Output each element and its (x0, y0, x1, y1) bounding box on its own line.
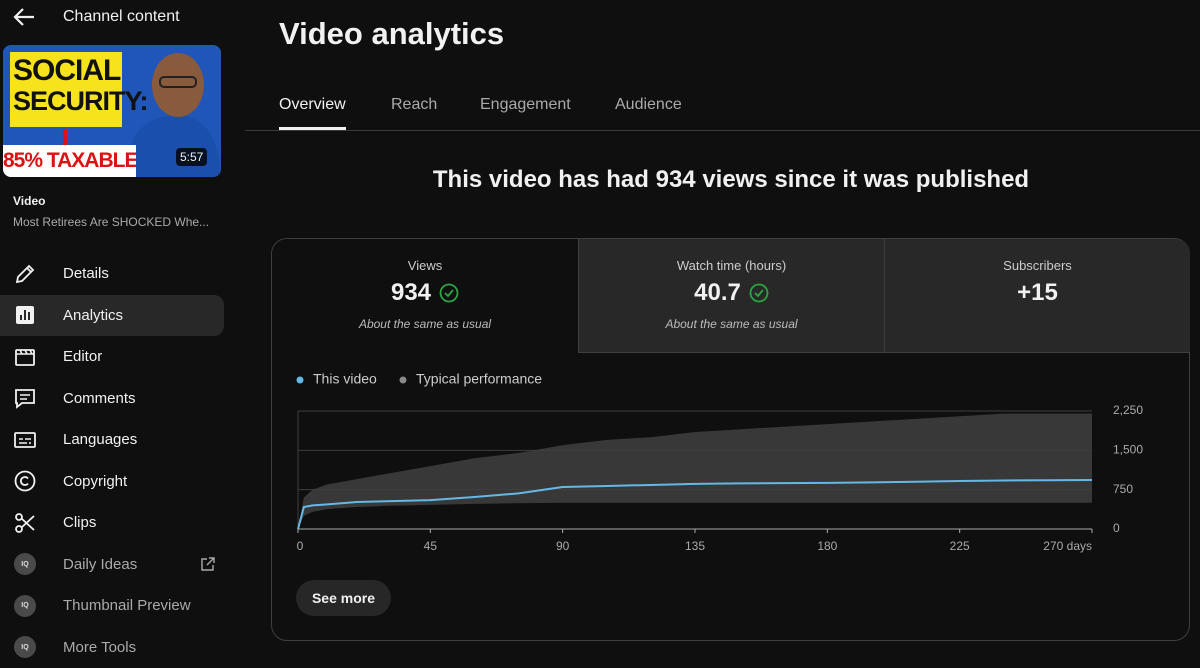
legend-label: Typical performance (416, 371, 542, 387)
nav-label: Copyright (63, 472, 128, 490)
nav-label: Comments (63, 389, 136, 407)
metric-cell[interactable]: Subscribers +15 (884, 239, 1190, 353)
metric-note: About the same as usual (665, 317, 798, 331)
x-tick-label: 0 (297, 539, 304, 553)
nav-item[interactable]: Details (0, 253, 224, 294)
icon (15, 512, 35, 533)
icon (15, 264, 35, 283)
metric-cell[interactable]: Watch time (hours) 40.7 About the same as … (578, 239, 884, 353)
metric-row: 934 (272, 279, 578, 307)
y-tick-label: 1,500 (1113, 443, 1143, 457)
tab[interactable]: Reach (391, 96, 438, 113)
status-icon (749, 283, 769, 303)
headline-line: SOCIAL (13, 54, 121, 87)
nav-label: Details (63, 265, 109, 282)
nav-icon (13, 511, 37, 535)
metric-value: 934 (390, 279, 432, 306)
metric-cell[interactable]: Views 934 About the same as usual (272, 239, 578, 352)
icon (14, 470, 36, 492)
nav-icon (13, 262, 37, 286)
chart: This video Typical performance 0 750 1,500 2,… (296, 371, 1143, 553)
icon (16, 306, 34, 324)
nav-badge: IQ (14, 636, 36, 658)
legend-swatch (399, 376, 407, 384)
nav-label: Daily Ideas (63, 555, 138, 573)
nav-icon (13, 428, 37, 452)
x-tick-label: 90 (556, 539, 570, 553)
metric-row: 40.7 (579, 279, 884, 307)
status-icon (439, 283, 459, 303)
headline: This video has had 934 views since it wa… (432, 166, 1030, 193)
nav-icon (13, 386, 37, 410)
series-line (297, 479, 1093, 530)
video-title: Most Retirees Are SHOCKED Whe... (13, 215, 210, 229)
metric-row: +15 (885, 279, 1190, 307)
see-more-button[interactable]: See more (296, 580, 391, 616)
back-arrow[interactable] (12, 6, 36, 28)
icon (15, 389, 35, 409)
x-tick-label: 180 (817, 539, 837, 553)
thumbnail[interactable]: SOCIAL SECURITY: 85% TAXABLE?! 5:57 (3, 45, 221, 177)
nav-item[interactable]: Languages (0, 419, 224, 460)
thumbnail-headline: SOCIAL SECURITY: (13, 54, 149, 117)
nav-badge: IQ (14, 594, 36, 617)
legend-swatch (296, 376, 304, 384)
nav-label: Editor (63, 348, 103, 365)
metric-label: Subscribers (1003, 258, 1072, 273)
video-label: Video (13, 194, 46, 208)
nav-icon (13, 303, 37, 327)
metric-label: Views (407, 258, 443, 273)
nav-badge: IQ (14, 553, 36, 575)
nav-item[interactable]: Copyright (0, 461, 224, 502)
metric-value: +15 (1017, 279, 1058, 306)
nav-label: Thumbnail Preview (63, 597, 191, 614)
nav-label: Languages (63, 431, 138, 448)
thumbnail-banner: 85% TAXABLE?! (3, 145, 136, 177)
nav-icon (13, 469, 37, 493)
icon (201, 557, 215, 571)
headline-line: SECURITY: (13, 86, 149, 116)
y-tick-label: 0 (1113, 521, 1120, 535)
icon (15, 348, 35, 366)
page-title: Video analytics (279, 16, 505, 51)
divider (245, 130, 1200, 131)
nav-item[interactable]: Comments (0, 378, 224, 419)
nav-icon (13, 345, 37, 369)
metric-label: Watch time (hours) (676, 258, 787, 273)
external-icon (200, 556, 216, 572)
x-tick-label: 225 (950, 539, 970, 553)
metric-value: 40.7 (694, 279, 741, 306)
typical-band (298, 413, 1092, 529)
nav-item[interactable]: IQ Thumbnail Preview (0, 585, 224, 626)
back-label[interactable]: Channel content (63, 8, 180, 25)
nav-label: Analytics (63, 306, 124, 324)
nav-label: Clips (63, 514, 97, 531)
check (749, 283, 769, 303)
nav-label: More Tools (63, 638, 137, 656)
tab[interactable]: Audience (615, 96, 682, 113)
analytics-card (271, 238, 1190, 641)
nav-item[interactable]: Analytics (0, 294, 224, 336)
x-tick-label: 270 days (1043, 539, 1092, 553)
metric-note: About the same as usual (358, 317, 492, 331)
duration: 5:57 (176, 148, 208, 166)
nav-item[interactable]: IQ More Tools (0, 627, 224, 668)
legend-label: This video (313, 371, 377, 387)
y-tick-label: 750 (1113, 482, 1133, 496)
tab[interactable]: Engagement (480, 96, 571, 113)
icon (14, 431, 36, 448)
x-tick-label: 135 (685, 539, 705, 553)
nav-item[interactable]: IQ Daily Ideas (0, 544, 224, 585)
nav-item[interactable]: Editor (0, 336, 224, 377)
y-tick-label: 2,250 (1113, 403, 1143, 417)
tab[interactable]: Overview (279, 96, 346, 113)
nav-item[interactable]: Clips (0, 502, 224, 543)
x-tick-label: 45 (424, 539, 438, 553)
tab-underline (279, 127, 346, 130)
check (439, 283, 459, 303)
